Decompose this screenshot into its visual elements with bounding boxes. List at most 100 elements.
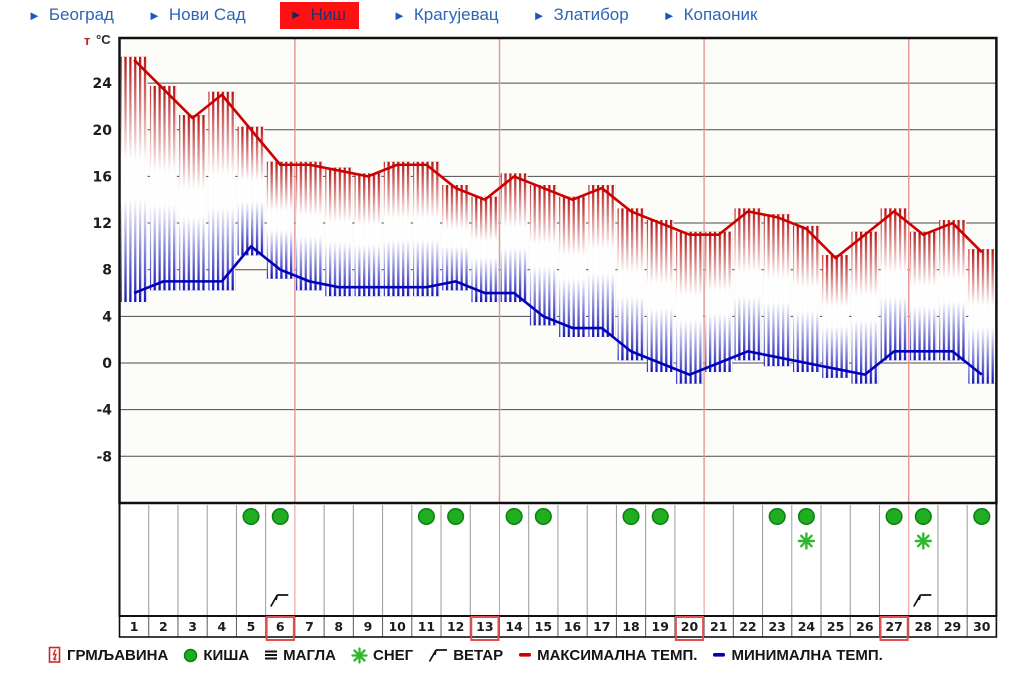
svg-text:24: 24 [798,619,816,634]
snow-icon [914,532,933,550]
rain-icon [797,507,815,526]
sunday-highlight-box [470,616,500,641]
svg-text:29: 29 [944,619,961,634]
nav-item-novi-sad[interactable]: ► Нови Сад [148,5,246,25]
legend-label: ГРМЉАВИНА [67,646,169,664]
nav-arrow-icon: ► [289,7,303,22]
legend-label: ВЕТАР [453,646,504,664]
plot-area [119,38,997,503]
svg-text:14: 14 [505,619,523,634]
week-separator-lines [294,38,910,503]
svg-text:°C: °C [96,32,111,47]
snow-icon [797,532,816,550]
rain-icon [622,507,640,526]
svg-text:22: 22 [739,619,756,634]
nav-item-nis-active[interactable]: ► Ниш [279,1,359,29]
svg-text:26: 26 [856,619,874,634]
legend-wind: ВЕТАР [428,647,503,664]
svg-text:2: 2 [159,619,168,634]
svg-text:12: 12 [93,216,112,232]
nav-arrow-icon: ► [532,7,546,23]
nav-label: Нови Сад [168,5,246,24]
rain-icon [417,507,435,526]
min-temp-dash-icon [713,653,726,657]
svg-text:17: 17 [593,619,610,634]
rain-icon [534,507,552,526]
nav-item-beograd[interactable]: ► Београд [28,5,114,25]
nav-arrow-icon: ► [147,7,161,23]
svg-text:20: 20 [681,619,699,634]
legend-max-temp: МАКСИМАЛНА ТЕМП. [518,647,697,664]
rain-icon [271,507,289,526]
max-temp-dash-icon [519,653,532,657]
weather-icon-strip [118,502,998,617]
legend-fog: МАГЛА [264,647,336,664]
svg-text:8: 8 [102,263,112,279]
svg-text:4: 4 [102,309,112,325]
svg-text:0: 0 [102,356,112,372]
sunday-highlight-box [265,616,295,641]
rain-icon [885,507,903,526]
nav-label: Ниш [310,4,346,24]
legend-label: МАКСИМАЛНА ТЕМП. [537,646,698,664]
svg-text:12: 12 [447,619,464,634]
nav-item-kragujevac[interactable]: ► Крагујевац [393,5,499,25]
day-number-row: 1 2 3 4 5 6 7 8 9 10 11 12 13 14 15 16 17 18 19 20 21 22 23 24 2… [118,615,998,641]
day-numbers: 1 2 3 4 5 6 7 8 9 10 11 12 13 14 15 16 17 18 19 20 21 22 23 24 2… [130,619,991,634]
svg-text:23: 23 [768,619,785,634]
rain-icon [184,648,198,662]
wind-icon [428,649,448,662]
svg-text:4: 4 [217,619,226,634]
nav-arrow-icon: ► [28,7,41,23]
svg-text:3: 3 [188,619,197,634]
svg-text:8: 8 [334,619,343,634]
rain-icon [973,507,991,526]
nav-arrow-icon: ► [392,7,406,23]
svg-text:9: 9 [364,619,373,634]
legend-rain: КИША [183,647,249,664]
svg-text:7: 7 [305,619,314,634]
svg-text:10: 10 [388,619,406,634]
svg-text:27: 27 [885,619,902,634]
rain-icon [768,507,786,526]
svg-text:-4: -4 [96,403,112,419]
svg-text:16: 16 [564,619,582,634]
legend-thunder: ГРМЉАВИНА [48,646,168,664]
legend-min-temp: МИНИМАЛНА ТЕМП. [712,646,883,664]
svg-text:т: т [84,33,90,48]
nav-item-kopaonik[interactable]: ► Копаоник [663,5,758,25]
legend-label: СНЕГ [373,646,414,664]
wind-icon [913,594,932,607]
svg-text:19: 19 [652,619,669,634]
legend-label: МИНИМАЛНА ТЕМП. [731,646,883,664]
svg-text:1: 1 [130,619,139,634]
nav-label: Крагујевац [413,5,499,24]
legend-snow: СНЕГ [351,647,413,664]
rain-icon [505,507,523,526]
svg-text:16: 16 [93,169,112,185]
nav-label: Копаоник [683,5,758,24]
nav-label: Златибор [553,5,629,24]
min-temp-line [133,245,983,376]
svg-text:18: 18 [622,619,639,634]
svg-text:6: 6 [276,619,285,634]
svg-text:13: 13 [476,619,493,634]
legend-label: МАГЛА [283,646,336,664]
legend-label: КИША [203,646,250,664]
sunday-highlight-box [879,616,909,641]
svg-text:-8: -8 [96,449,112,465]
rain-icon [651,507,669,526]
nav-arrow-icon: ► [662,7,676,23]
thunder-icon [48,646,61,663]
svg-text:21: 21 [710,619,727,634]
rain-icon [914,507,932,526]
nav-item-zlatibor[interactable]: ► Златибор [533,5,629,25]
svg-text:5: 5 [247,619,256,634]
svg-text:28: 28 [915,619,932,634]
y-axis-caption: т °C [84,32,111,48]
svg-text:30: 30 [973,619,991,634]
svg-text:25: 25 [827,619,844,634]
chart-legend: ГРМЉАВИНА КИША МАГЛА СНЕГ [48,646,883,664]
snow-icon [351,646,368,664]
